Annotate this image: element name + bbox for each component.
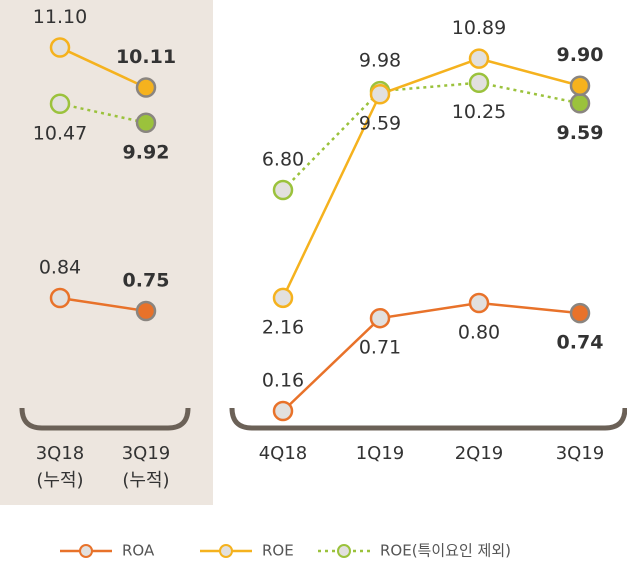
x-tick-label: 2Q19 xyxy=(454,443,504,464)
value-label: 9.90 xyxy=(557,44,604,66)
point-marker xyxy=(49,287,71,309)
value-label: 11.10 xyxy=(33,6,87,28)
point-marker xyxy=(272,400,294,422)
legend-label: ROE xyxy=(262,542,294,560)
value-label: 0.16 xyxy=(262,370,304,392)
point-marker xyxy=(135,77,157,98)
series-line xyxy=(59,102,147,124)
x-tick-label: 3Q19 (누적) xyxy=(121,443,171,491)
value-label: 10.25 xyxy=(452,101,506,123)
x-tick-label: 3Q18 (누적) xyxy=(35,443,85,491)
panel-background xyxy=(0,0,213,505)
point-marker xyxy=(569,93,591,114)
series-line xyxy=(59,296,147,313)
value-label: 0.80 xyxy=(458,322,500,344)
point-marker xyxy=(272,179,294,201)
point-marker xyxy=(49,93,71,115)
value-label: 2.16 xyxy=(262,316,304,338)
x-tick-label: 1Q19 xyxy=(355,443,405,464)
point-marker xyxy=(135,300,157,322)
legend-marker xyxy=(79,544,93,558)
series-line xyxy=(282,81,581,191)
x-tick-label: 3Q19 xyxy=(555,443,605,464)
point-marker xyxy=(569,75,591,96)
point-marker xyxy=(369,307,391,329)
series-line xyxy=(59,46,147,89)
x-tick-label: 4Q18 xyxy=(258,443,308,464)
value-label: 9.59 xyxy=(557,122,604,144)
value-label: 9.98 xyxy=(359,50,401,72)
series-line xyxy=(281,57,581,299)
value-label: 0.74 xyxy=(557,332,604,354)
value-label: 0.71 xyxy=(359,337,401,359)
point-marker xyxy=(468,48,490,69)
value-label: 9.59 xyxy=(359,113,401,135)
value-label: 10.11 xyxy=(116,46,176,68)
legend-marker xyxy=(219,544,233,558)
legend-label: ROA xyxy=(122,542,155,560)
point-marker xyxy=(468,72,490,93)
point-marker xyxy=(49,37,71,58)
value-label: 10.47 xyxy=(33,122,87,144)
bracket xyxy=(229,407,627,431)
point-marker xyxy=(468,292,490,314)
series-line xyxy=(282,301,581,412)
point-marker xyxy=(569,302,591,324)
value-label: 6.80 xyxy=(262,149,304,171)
value-label: 10.89 xyxy=(452,17,506,39)
value-label: 0.84 xyxy=(39,257,81,279)
legend-marker xyxy=(337,544,351,558)
value-label: 0.75 xyxy=(123,270,170,292)
point-marker xyxy=(272,287,294,309)
value-label: 9.92 xyxy=(123,141,170,163)
point-marker xyxy=(135,112,157,134)
bracket xyxy=(19,407,191,431)
legend-label: ROE(특이요인 제외) xyxy=(380,542,511,560)
point-marker xyxy=(369,83,391,105)
